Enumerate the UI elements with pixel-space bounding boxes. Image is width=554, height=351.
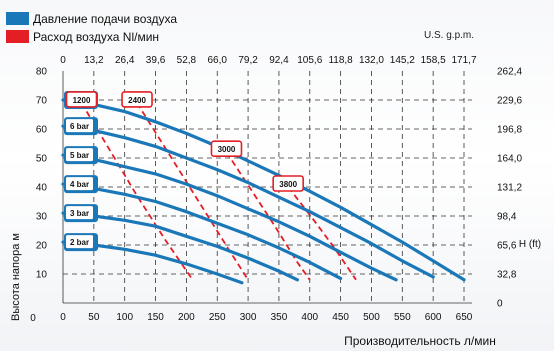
y2-tick-label: 262,4 bbox=[497, 67, 522, 78]
x2-tick-label: 145,2 bbox=[390, 55, 415, 66]
pressure-tag: 4 bar bbox=[64, 175, 98, 194]
x2-tick-label: 158,5 bbox=[421, 55, 446, 66]
legend-swatch-pressure bbox=[6, 12, 29, 25]
x2-tick-label: 118,8 bbox=[328, 55, 353, 66]
y-tick-label: 10 bbox=[36, 270, 48, 281]
y-tick-label: 40 bbox=[36, 183, 48, 194]
y-tick-label: 60 bbox=[36, 125, 48, 136]
air-flow-tag-box bbox=[65, 91, 98, 108]
x2-tick-label: 171,7 bbox=[451, 55, 476, 66]
legend-swatch-airflow bbox=[6, 30, 29, 43]
legend-item-pressure: Давление подачи воздуха bbox=[6, 10, 177, 27]
y2-tick-label: 65,6 bbox=[497, 241, 517, 252]
y2-tick-label: 196,8 bbox=[497, 125, 522, 136]
air-flow-tags: 1200 2400 3000 3800 bbox=[65, 91, 304, 192]
pressure-tag-label: 6 bar bbox=[70, 122, 89, 131]
pressure-tag-label: 4 bar bbox=[70, 180, 89, 189]
x-tick-label: 0 bbox=[60, 312, 66, 323]
pressure-tag-label: 3 bar bbox=[70, 209, 89, 218]
pressure-curve bbox=[61, 98, 466, 282]
air-flow-tag: 1200 bbox=[65, 91, 98, 108]
x-tick-label: 300 bbox=[240, 312, 257, 323]
pressure-tag-inner bbox=[66, 148, 93, 162]
air-flow-line bbox=[287, 186, 357, 281]
y2-tick-label: 229,6 bbox=[497, 96, 522, 107]
air-flow-tag-box bbox=[272, 175, 304, 192]
pressure-tag-label: 2 bar bbox=[70, 238, 89, 247]
x2-tick-label: 92,4 bbox=[269, 55, 289, 66]
x-tick-label: 600 bbox=[425, 312, 442, 323]
pressure-tag: 5 bar bbox=[64, 146, 98, 165]
air-flow-tag-label: 2400 bbox=[128, 96, 146, 105]
pressure-curves bbox=[61, 98, 466, 285]
x-tick-label: 350 bbox=[271, 312, 288, 323]
x-tick-label: 450 bbox=[332, 312, 349, 323]
x-tick-label: 250 bbox=[209, 312, 226, 323]
air-flow-line bbox=[225, 151, 311, 281]
air-flow-lines bbox=[80, 102, 357, 281]
y-axis-title: Высота напора м bbox=[10, 233, 22, 321]
x2-tick-label: 13,2 bbox=[84, 55, 104, 66]
air-flow-tag-label: 3800 bbox=[279, 180, 297, 189]
air-flow-tag: 3800 bbox=[272, 175, 304, 192]
y-tick-label: 50 bbox=[36, 154, 48, 165]
x2-tick-label: 66,0 bbox=[207, 55, 227, 66]
air-flow-tag-box bbox=[210, 140, 243, 157]
y2-tick-label: 131,2 bbox=[497, 183, 522, 194]
y2-tick-label: 164,0 bbox=[497, 154, 522, 165]
pressure-tag: 2 bar bbox=[64, 233, 98, 252]
y2-tick-label: 0 bbox=[497, 299, 503, 310]
secondary-y-axis-title: H (ft) bbox=[519, 239, 541, 250]
axis-ticks: 005013,210026,415039,620052,825066,03007… bbox=[30, 55, 522, 324]
x2-tick-label: 39,6 bbox=[146, 55, 166, 66]
air-flow-tag-box bbox=[121, 91, 153, 108]
y-tick-label: 80 bbox=[36, 67, 48, 78]
air-flow-tag-label: 3000 bbox=[218, 145, 236, 154]
pressure-tag-inner bbox=[66, 235, 93, 249]
pressure-tag-label: 5 bar bbox=[70, 151, 89, 160]
x2-tick-label: 105,6 bbox=[297, 55, 322, 66]
pressure-tag-inner bbox=[66, 119, 93, 133]
legend-label-pressure: Давление подачи воздуха bbox=[33, 11, 178, 26]
y2-tick-label: 98,4 bbox=[497, 212, 517, 223]
pressure-curve bbox=[61, 153, 398, 282]
grid bbox=[62, 71, 472, 304]
x2-tick-label: 132,0 bbox=[359, 55, 384, 66]
x-tick-label: 400 bbox=[301, 312, 318, 323]
x-origin-label: 0 bbox=[30, 313, 36, 324]
legend: Давление подачи воздуха Расход воздуха N… bbox=[6, 10, 177, 46]
x2-tick-label: 79,2 bbox=[238, 55, 258, 66]
x-tick-label: 100 bbox=[116, 312, 133, 323]
air-flow-tag: 3000 bbox=[210, 140, 243, 157]
x2-tick-label: 0 bbox=[60, 55, 66, 66]
secondary-x-axis-title: U.S. g.p.m. bbox=[424, 30, 475, 41]
pressure-curve bbox=[61, 124, 435, 279]
x-tick-label: 150 bbox=[147, 312, 164, 323]
air-flow-tag: 2400 bbox=[121, 91, 153, 108]
pressure-curve bbox=[61, 182, 343, 280]
x2-tick-label: 26,4 bbox=[115, 55, 135, 66]
pressure-tag-inner bbox=[66, 206, 93, 220]
y-tick-label: 30 bbox=[36, 212, 48, 223]
pressure-tag-inner bbox=[66, 177, 93, 191]
x-tick-label: 550 bbox=[394, 312, 411, 323]
x-tick-label: 50 bbox=[88, 312, 100, 323]
pressure-tag: 3 bar bbox=[64, 204, 98, 223]
x-axis-title: Производительность л/мин bbox=[344, 334, 496, 348]
y-tick-label: 70 bbox=[36, 96, 48, 107]
pressure-tag: 6 bar bbox=[64, 117, 98, 136]
x-tick-label: 650 bbox=[456, 312, 473, 323]
x-tick-label: 200 bbox=[178, 312, 195, 323]
x-tick-label: 500 bbox=[363, 312, 380, 323]
air-flow-line bbox=[136, 102, 249, 281]
x2-tick-label: 52,8 bbox=[177, 55, 197, 66]
legend-item-airflow: Расход воздуха Nl/мин bbox=[6, 28, 177, 45]
pressure-curve bbox=[61, 211, 299, 282]
air-flow-tag-label: 1200 bbox=[73, 96, 91, 105]
y2-tick-label: 32,8 bbox=[497, 270, 517, 281]
legend-label-airflow: Расход воздуха Nl/мин bbox=[33, 29, 160, 44]
y-tick-label: 20 bbox=[36, 241, 48, 252]
